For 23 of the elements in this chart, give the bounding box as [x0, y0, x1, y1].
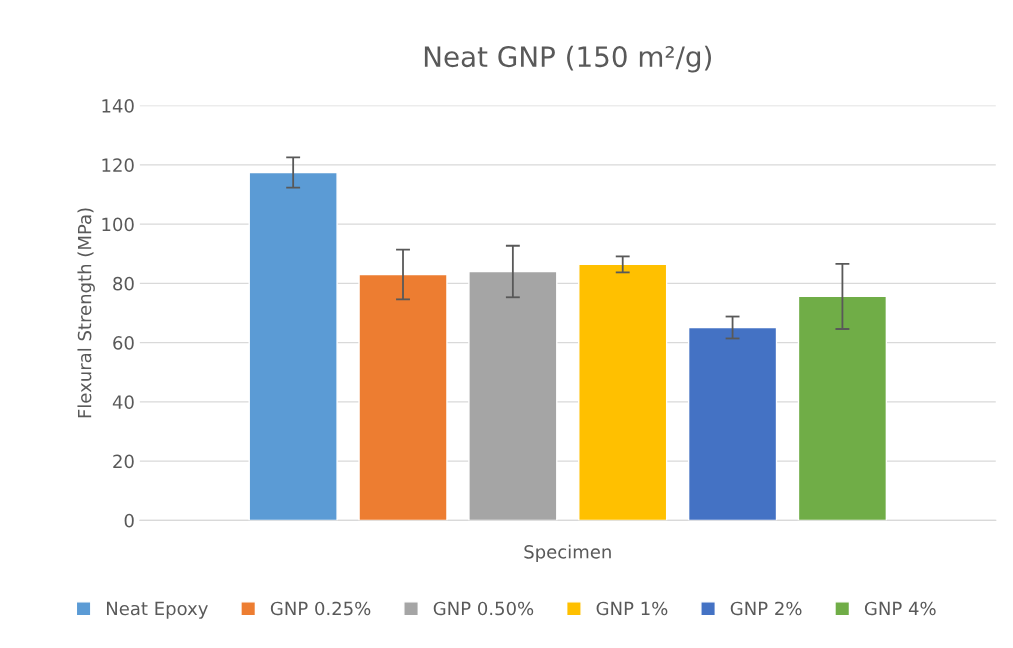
- legend-label: GNP 1%: [596, 601, 668, 616]
- bar: [248, 171, 338, 521]
- bar: [687, 326, 778, 521]
- y-tick-label: 40: [112, 395, 134, 409]
- bar: [358, 273, 448, 521]
- y-tick-label: 80: [113, 276, 134, 291]
- y-tick-label: 0: [124, 513, 134, 528]
- legend-label: GNP 4%: [864, 601, 936, 616]
- y-tick-label: 140: [102, 99, 134, 113]
- legend-label: Neat Epoxy: [107, 601, 208, 619]
- y-tick-label: 100: [102, 217, 134, 232]
- bar: [468, 270, 558, 521]
- bar: [578, 263, 668, 521]
- y-axis-title: Flexural Strength (MPa): [77, 208, 95, 418]
- bar: [797, 295, 888, 521]
- chart-title: Neat GNP (150 m²/g): [424, 45, 711, 73]
- x-axis-title: Specimen: [524, 544, 611, 563]
- y-tick-label: 20: [113, 454, 134, 469]
- legend-label: GNP 0.50%: [433, 601, 534, 616]
- legend-label: GNP 2%: [730, 601, 802, 616]
- y-tick-label: 60: [113, 336, 134, 350]
- y-tick-label: 120: [102, 158, 134, 172]
- legend-label: GNP 0.25%: [270, 601, 371, 616]
